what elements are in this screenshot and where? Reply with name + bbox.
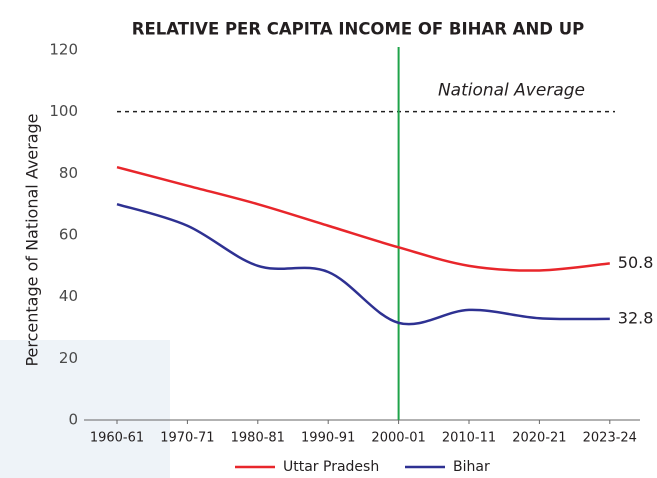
y-tick-label: 120 <box>49 41 78 59</box>
watermark <box>0 340 170 478</box>
chart-title: RELATIVE PER CAPITA INCOME OF BIHAR AND … <box>132 20 584 39</box>
line-series <box>116 202 610 326</box>
y-tick-label: 20 <box>59 349 78 367</box>
legend-label: Bihar <box>453 459 490 475</box>
x-tick-label: 1970-71 <box>160 431 214 446</box>
y-tick-label: 80 <box>59 164 78 182</box>
x-tick-label: 2010-11 <box>442 431 496 446</box>
x-tick-label: 2000-01 <box>371 431 425 446</box>
x-tick-label: 2020-21 <box>512 431 566 446</box>
x-tick-label: 2023-24 <box>583 431 637 446</box>
legend-label: Uttar Pradesh <box>283 459 379 475</box>
x-tick-label: 1980-81 <box>231 431 285 446</box>
y-tick-label: 60 <box>59 226 78 244</box>
data-label: 50.8 <box>618 253 654 272</box>
y-axis-label: Percentage of National Average <box>23 113 42 366</box>
x-tick-label: 1960-61 <box>90 431 144 446</box>
y-tick-label: 100 <box>49 102 78 120</box>
y-tick-label: 40 <box>59 287 78 305</box>
reference-label: National Average <box>438 81 585 101</box>
line-series <box>116 165 610 272</box>
x-tick-label: 1990-91 <box>301 431 355 446</box>
data-label: 32.8 <box>618 308 654 327</box>
y-tick-label: 0 <box>68 411 78 429</box>
